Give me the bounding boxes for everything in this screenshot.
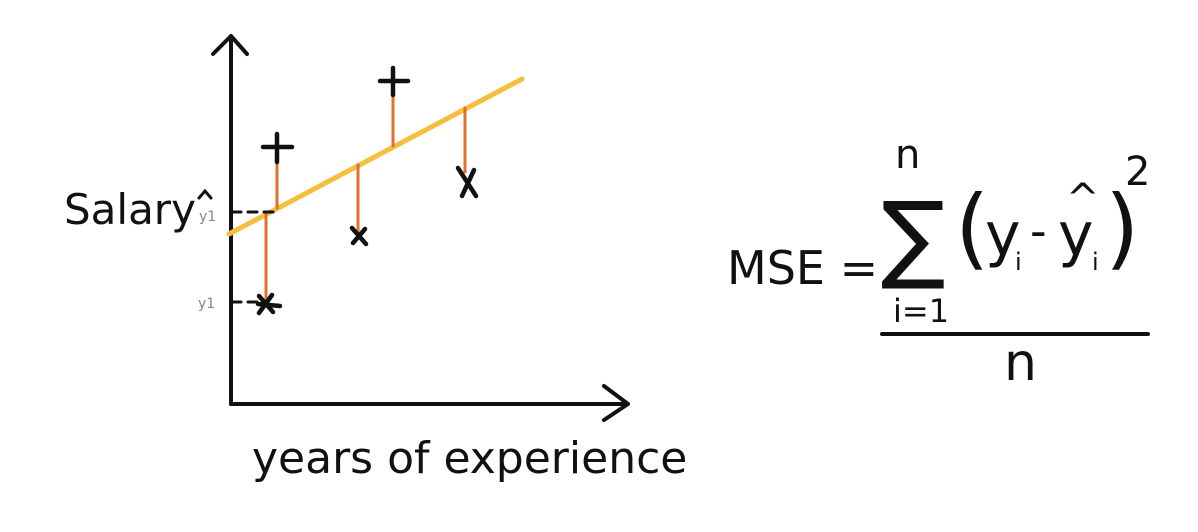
yhat-hat: ^: [1066, 176, 1100, 222]
y-subscript: i: [1015, 248, 1022, 276]
formula-lhs: MSE =: [727, 241, 878, 295]
point-marker-x: [455, 165, 479, 199]
dashed-guides: [230, 210, 276, 304]
point-marker-x: [255, 292, 283, 316]
exponent: 2: [1125, 149, 1150, 195]
paren-open: (: [955, 176, 989, 279]
yhat-term: y: [1058, 200, 1094, 270]
hat-icon: [197, 188, 213, 200]
sum-lower-limit: i=1: [893, 292, 949, 330]
point-marker-plus: [260, 131, 295, 165]
y-tick-label: y1: [198, 296, 215, 312]
sum-symbol: ∑: [881, 181, 946, 293]
minus-sign: -: [1030, 204, 1047, 258]
residuals: [264, 85, 467, 300]
data-points: [255, 65, 479, 316]
point-marker-plus: [377, 65, 411, 98]
axes: [211, 34, 630, 422]
y-axis-label: Salary: [64, 185, 196, 234]
sum-upper-limit: n: [895, 132, 920, 178]
paren-close: ): [1105, 176, 1139, 279]
y-term: y: [985, 200, 1021, 270]
denominator: n: [1004, 333, 1037, 393]
point-marker-x: [349, 225, 369, 247]
y-axis-arrowhead: [211, 34, 249, 56]
x-axis-label: years of experience: [252, 433, 687, 484]
y-hat-tick-label: y1: [199, 209, 216, 225]
yhat-subscript: i: [1092, 248, 1099, 276]
mse-formula: MSE = n ∑ i=1 ( y i - ^ y i ) 2 n: [727, 132, 1150, 393]
x-axis-arrowhead: [602, 384, 630, 422]
